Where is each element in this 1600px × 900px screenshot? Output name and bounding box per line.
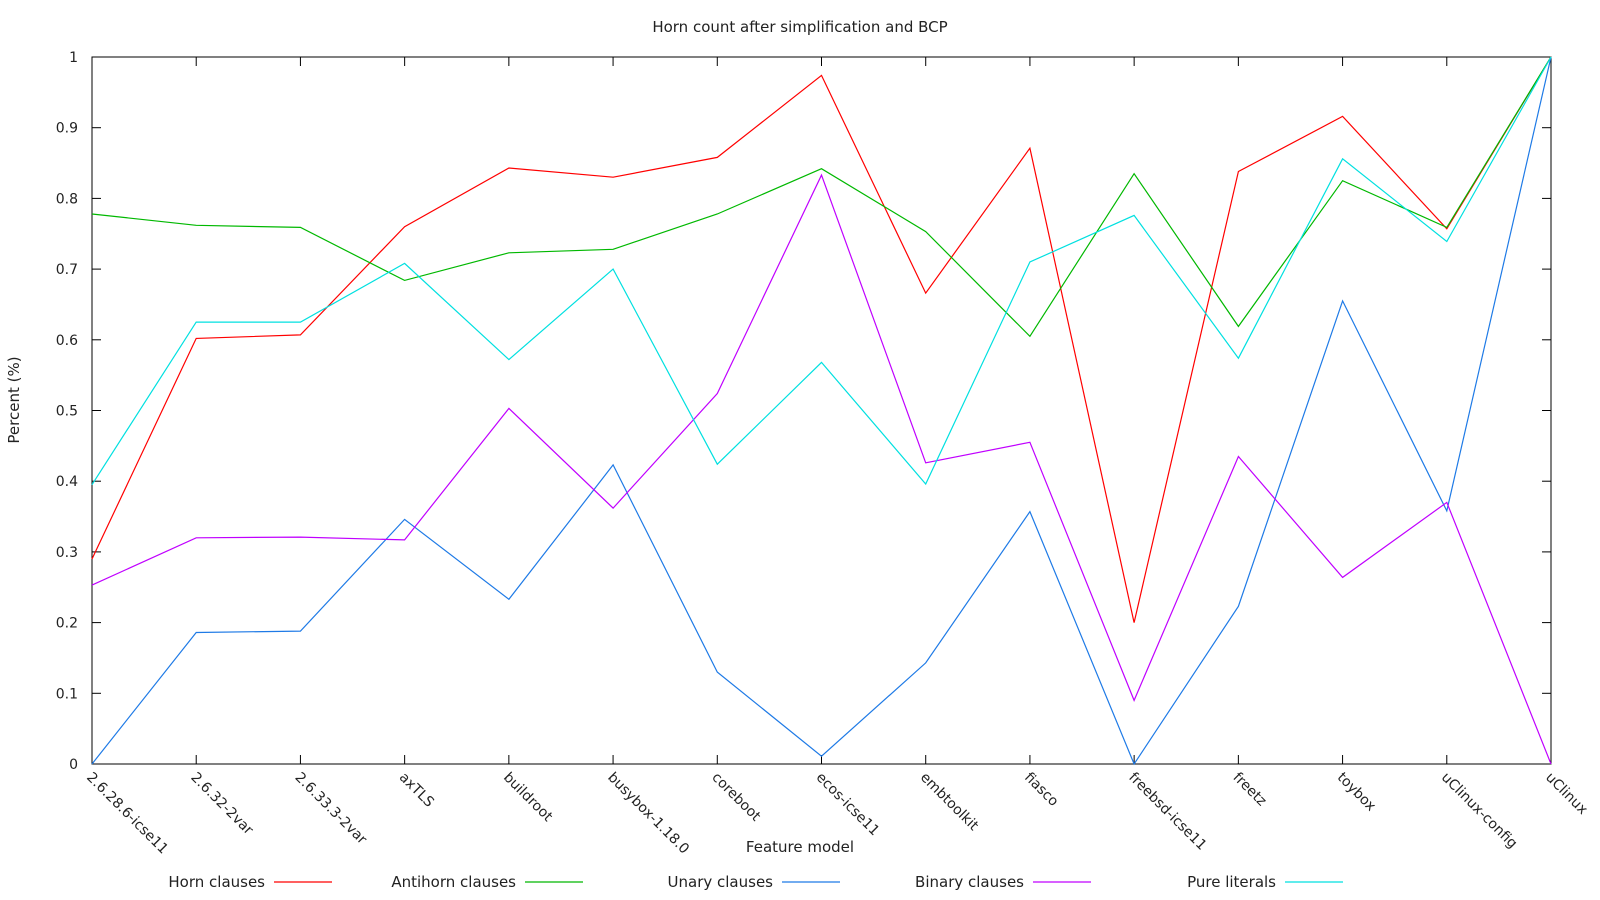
legend-label: Horn clauses bbox=[168, 873, 265, 891]
x-tick-label: freetz bbox=[1230, 770, 1270, 810]
y-tick-label: 0.3 bbox=[56, 545, 78, 561]
y-tick-label: 0.7 bbox=[56, 262, 78, 278]
chart-title: Horn count after simplification and BCP bbox=[652, 18, 947, 36]
y-tick-label: 0 bbox=[69, 757, 78, 773]
x-tick-label: buildroot bbox=[500, 770, 556, 826]
series-line bbox=[91, 173, 1552, 765]
series-line bbox=[91, 56, 1552, 623]
axes: 0 0.1 0.2 0.3 0.4 0.5 0.6 0.7 0.8 0.9 1 2.6.28.6-ic… bbox=[56, 50, 1591, 857]
x-axis-label: Feature model bbox=[746, 838, 854, 856]
x-tick-label: ecos-icse11 bbox=[813, 770, 883, 840]
series-line bbox=[91, 56, 1552, 486]
y-tick-label: 0.9 bbox=[56, 121, 78, 137]
x-tick-label: axTLS bbox=[396, 770, 437, 811]
y-tick-label: 0.8 bbox=[56, 191, 78, 207]
y-tick-label: 0.2 bbox=[56, 616, 78, 632]
y-tick-label: 0.1 bbox=[56, 686, 78, 702]
x-tick-label: toybox bbox=[1334, 770, 1379, 815]
y-tick-label: 1 bbox=[69, 50, 78, 66]
legend-label: Antihorn clauses bbox=[391, 873, 516, 891]
legend-label: Pure literals bbox=[1187, 873, 1276, 891]
x-tick-label: uClinux-config bbox=[1438, 770, 1520, 852]
y-tick-label: 0.5 bbox=[56, 404, 78, 420]
series-lines bbox=[91, 56, 1552, 766]
series-line bbox=[91, 56, 1552, 766]
x-tick-label: coreboot bbox=[708, 770, 763, 825]
series-line bbox=[91, 56, 1552, 338]
legend-label: Unary clauses bbox=[668, 873, 774, 891]
x-tick-label: 2.6.28.6-icse11 bbox=[83, 770, 171, 858]
y-tick-label: 0.6 bbox=[56, 333, 78, 349]
y-tick-label: 0.4 bbox=[56, 474, 78, 490]
legend: Horn clauses Antihorn clauses Unary clause… bbox=[168, 873, 1343, 891]
legend-label: Binary clauses bbox=[915, 873, 1024, 891]
x-tick-label: busybox-1.18.0 bbox=[604, 770, 692, 858]
x-tick-label: embtoolkit bbox=[917, 770, 982, 835]
x-tick-label: 2.6.33.3-2var bbox=[292, 770, 370, 848]
x-tick-label: 2.6.32-2var bbox=[187, 770, 256, 839]
x-tick-label: fiasco bbox=[1021, 770, 1061, 810]
plot-frame bbox=[91, 56, 1552, 765]
x-tick-label: uClinux bbox=[1542, 770, 1590, 818]
y-axis-label: Percent (%) bbox=[5, 356, 23, 443]
x-tick-label: freebsd-icse11 bbox=[1125, 770, 1209, 854]
